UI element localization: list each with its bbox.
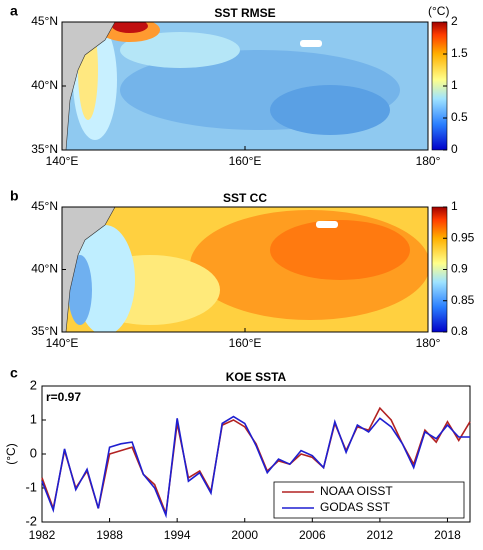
x-tick-label: 160°E xyxy=(229,154,262,168)
x-tick-label: 2018 xyxy=(434,528,461,542)
panel-letter: b xyxy=(10,188,19,204)
panel-title: KOE SSTA xyxy=(226,370,287,384)
y-tick-label: 1 xyxy=(30,411,37,426)
x-tick-label: 180° xyxy=(416,336,441,350)
y-tick-label: 45°N xyxy=(31,199,58,213)
x-tick-label: 140°E xyxy=(46,336,79,350)
colorbar-tick-label: 0.8 xyxy=(451,324,468,338)
y-tick-label: 0 xyxy=(30,445,37,460)
y-tick-label: 40°N xyxy=(31,262,58,276)
colorbar-tick-label: 0 xyxy=(451,142,458,156)
x-tick-label: 2012 xyxy=(367,528,394,542)
panel-letter: a xyxy=(10,3,18,19)
y-tick-label: -2 xyxy=(25,513,37,528)
colorbar-tick-label: 0.95 xyxy=(451,230,475,244)
panel-title: SST CC xyxy=(223,191,267,205)
annotation: r=0.97 xyxy=(46,390,81,404)
x-tick-label: 140°E xyxy=(46,154,79,168)
x-tick-label: 180° xyxy=(416,154,441,168)
y-tick-label: 2 xyxy=(30,377,37,392)
legend-box xyxy=(273,481,465,519)
x-tick-label: 1994 xyxy=(164,528,191,542)
legend-label: GODAS SST xyxy=(320,500,391,514)
y-tick-label: 40°N xyxy=(31,78,58,92)
colorbar-tick-label: 0.5 xyxy=(451,110,468,124)
cc-field xyxy=(62,207,428,332)
y-axis-label: (°C) xyxy=(4,443,18,464)
x-tick-label: 160°E xyxy=(229,336,262,350)
colorbar-tick-label: 0.85 xyxy=(451,293,475,307)
colorbar-tick-label: 1.5 xyxy=(451,46,468,60)
y-tick-label: 35°N xyxy=(31,324,58,338)
panel-title: SST RMSE xyxy=(214,6,275,20)
legend-label: NOAA OISST xyxy=(320,484,393,498)
y-tick-label: 35°N xyxy=(31,142,58,156)
colorbar-label: (°C) xyxy=(428,4,449,18)
series-line xyxy=(41,415,470,519)
x-tick-label: 2006 xyxy=(299,528,326,542)
colorbar-tick-label: 1 xyxy=(451,199,458,213)
x-tick-label: 2000 xyxy=(231,528,258,542)
y-tick-label: -1 xyxy=(25,479,37,494)
colorbar-tick-label: 0.9 xyxy=(451,262,468,276)
x-tick-label: 1988 xyxy=(96,528,123,542)
y-tick-label: 45°N xyxy=(31,14,58,28)
colorbar-tick-label: 2 xyxy=(451,14,458,28)
rmse-field xyxy=(62,22,428,150)
colorbar-tick-label: 1 xyxy=(451,78,458,92)
x-tick-label: 1982 xyxy=(29,528,56,542)
panel-letter: c xyxy=(10,365,18,381)
